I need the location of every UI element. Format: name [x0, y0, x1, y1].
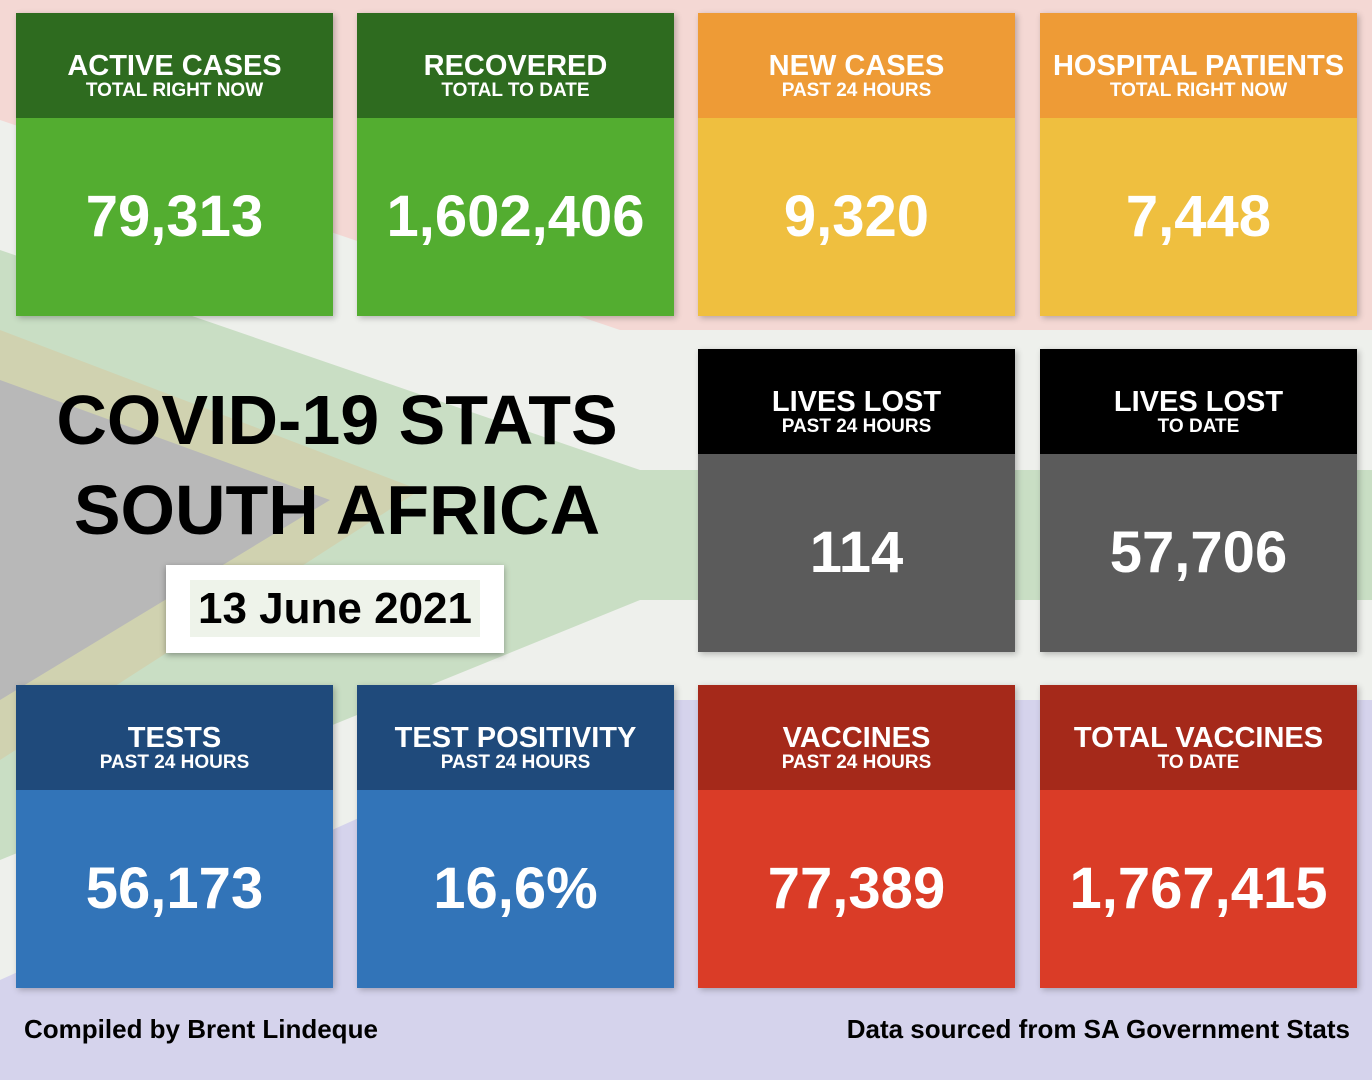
tile-subtitle: PAST 24 HOURS — [781, 752, 932, 773]
tile-value: 7,448 — [1040, 118, 1357, 316]
tile-title: NEW CASES — [768, 50, 945, 82]
tile-subtitle: TO DATE — [1157, 416, 1240, 437]
tile-value: 57,706 — [1040, 454, 1357, 652]
stat-tile: NEW CASES PAST 24 HOURS 9,320 — [698, 13, 1015, 316]
tile-value: 77,389 — [698, 790, 1015, 988]
tile-subtitle: TOTAL RIGHT NOW — [85, 80, 264, 101]
tile-value: 16,6% — [357, 790, 674, 988]
tile-header: TOTAL VACCINES TO DATE — [1040, 685, 1357, 790]
tile-header: VACCINES PAST 24 HOURS — [698, 685, 1015, 790]
tile-header: NEW CASES PAST 24 HOURS — [698, 13, 1015, 118]
tile-title: VACCINES — [782, 722, 931, 754]
tile-title: TEST POSITIVITY — [394, 722, 637, 754]
stat-tile: HOSPITAL PATIENTS TOTAL RIGHT NOW 7,448 — [1040, 13, 1357, 316]
tile-header: ACTIVE CASES TOTAL RIGHT NOW — [16, 13, 333, 118]
source: Data sourced from SA Government Stats — [846, 1014, 1350, 1044]
tile-header: HOSPITAL PATIENTS TOTAL RIGHT NOW — [1040, 13, 1357, 118]
main-title: COVID-19 STATS — [56, 381, 618, 459]
stat-tile: TESTS PAST 24 HOURS 56,173 — [16, 685, 333, 988]
main-title: SOUTH AFRICA — [73, 471, 601, 549]
stat-tile: TOTAL VACCINES TO DATE 1,767,415 — [1040, 685, 1357, 988]
tile-title: ACTIVE CASES — [67, 50, 282, 82]
tile-subtitle: TOTAL RIGHT NOW — [1109, 80, 1288, 101]
tile-subtitle: TOTAL TO DATE — [441, 80, 590, 101]
stat-tile: LIVES LOST TO DATE 57,706 — [1040, 349, 1357, 652]
stat-tile: LIVES LOST PAST 24 HOURS 114 — [698, 349, 1015, 652]
tile-header: TESTS PAST 24 HOURS — [16, 685, 333, 790]
tile-subtitle: PAST 24 HOURS — [781, 80, 932, 101]
tile-value: 9,320 — [698, 118, 1015, 316]
tile-value: 1,602,406 — [357, 118, 674, 316]
date-box: 13 June 2021 — [166, 565, 504, 653]
date: 13 June 2021 — [190, 580, 480, 637]
tile-header: LIVES LOST PAST 24 HOURS — [698, 349, 1015, 454]
tile-subtitle: PAST 24 HOURS — [781, 416, 932, 437]
tile-value: 1,767,415 — [1040, 790, 1357, 988]
tile-subtitle: PAST 24 HOURS — [440, 752, 591, 773]
tile-title: TOTAL VACCINES — [1073, 722, 1324, 754]
stat-tile: RECOVERED TOTAL TO DATE 1,602,406 — [357, 13, 674, 316]
tile-value: 114 — [698, 454, 1015, 652]
tile-subtitle: PAST 24 HOURS — [99, 752, 250, 773]
stat-tile: ACTIVE CASES TOTAL RIGHT NOW 79,313 — [16, 13, 333, 316]
tile-title: TESTS — [127, 722, 222, 754]
tile-header: RECOVERED TOTAL TO DATE — [357, 13, 674, 118]
tile-title: LIVES LOST — [1113, 386, 1284, 418]
tile-title: HOSPITAL PATIENTS — [1052, 50, 1345, 82]
stat-tile: VACCINES PAST 24 HOURS 77,389 — [698, 685, 1015, 988]
stat-tile: TEST POSITIVITY PAST 24 HOURS 16,6% — [357, 685, 674, 988]
tile-subtitle: TO DATE — [1157, 752, 1240, 773]
tile-value: 79,313 — [16, 118, 333, 316]
tile-title: LIVES LOST — [771, 386, 942, 418]
tile-header: LIVES LOST TO DATE — [1040, 349, 1357, 454]
tile-header: TEST POSITIVITY PAST 24 HOURS — [357, 685, 674, 790]
tile-value: 56,173 — [16, 790, 333, 988]
tile-title: RECOVERED — [423, 50, 608, 82]
credit: Compiled by Brent Lindeque — [24, 1014, 378, 1044]
